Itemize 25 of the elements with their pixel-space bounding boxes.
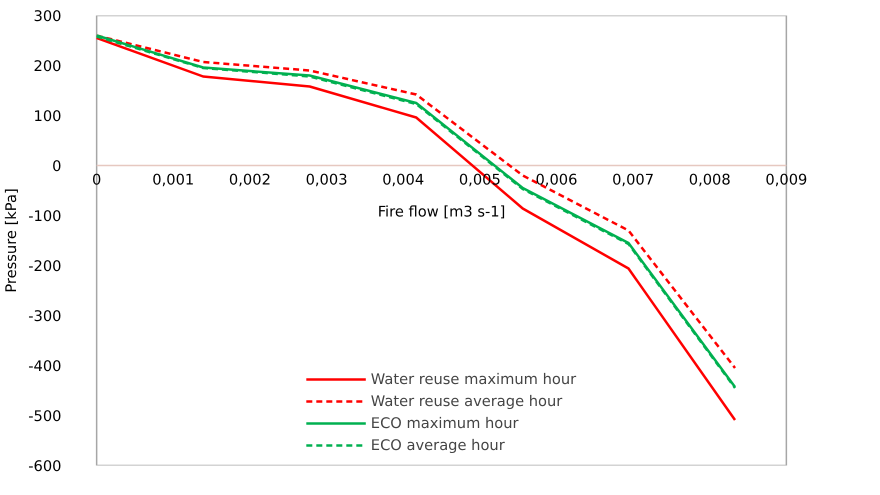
y-tick-label: -200 <box>28 258 62 275</box>
x-tick-label: 0,002 <box>228 172 271 188</box>
y-tick-label: -600 <box>28 458 62 475</box>
x-tick-label: 0,003 <box>306 172 348 188</box>
y-tick-label: 200 <box>34 58 62 75</box>
x-tick-label: 0,006 <box>535 172 578 188</box>
x-tick-label: 0,001 <box>152 172 194 188</box>
x-tick-label: 0,004 <box>382 172 424 188</box>
y-tick-label: 0 <box>52 158 62 175</box>
y-tick-label: -100 <box>28 208 62 225</box>
legend-label: Water reuse average hour <box>370 392 562 410</box>
y-tick-label: -400 <box>28 358 62 375</box>
x-axis-title: Fire flow [m3 s-1] <box>378 204 506 220</box>
legend-label: ECO average hour <box>370 436 505 454</box>
x-tick-label: 0,008 <box>688 172 731 188</box>
x-tick-label: 0 <box>92 172 102 188</box>
y-tick-label: 100 <box>34 108 62 125</box>
legend-label: ECO maximum hour <box>370 414 519 432</box>
y-tick-label: -300 <box>28 308 62 325</box>
y-tick-label: -500 <box>28 408 62 425</box>
y-tick-label: 300 <box>34 8 62 25</box>
x-tick-label: 0,007 <box>612 172 654 188</box>
legend-label: Water reuse maximum hour <box>370 370 576 388</box>
x-tick-label: 0,009 <box>765 172 808 188</box>
y-axis-title: Pressure [kPa] <box>3 188 20 293</box>
